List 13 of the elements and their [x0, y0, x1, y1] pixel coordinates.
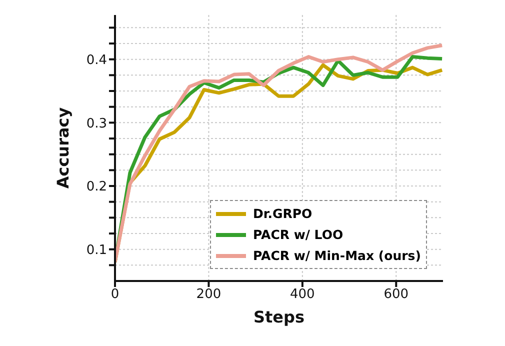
y-axis-title: Accuracy [54, 106, 73, 189]
x-tick-label: 600 [384, 287, 409, 302]
x-tick-label: 200 [196, 287, 222, 302]
legend-label: PACR w/ Min-Max (ours) [253, 248, 421, 263]
legend-label: PACR w/ LOO [253, 227, 344, 242]
y-tick-label: 0.3 [86, 116, 107, 132]
legend-label: Dr.GRPO [253, 206, 312, 221]
y-tick-label: 0.4 [86, 52, 107, 68]
x-axis-title: Steps [254, 307, 304, 326]
y-tick-label: 0.2 [86, 180, 107, 195]
y-tick-label: 0.1 [86, 242, 107, 258]
x-tick-label: 400 [290, 287, 315, 302]
x-tick-label: 0 [110, 287, 120, 302]
